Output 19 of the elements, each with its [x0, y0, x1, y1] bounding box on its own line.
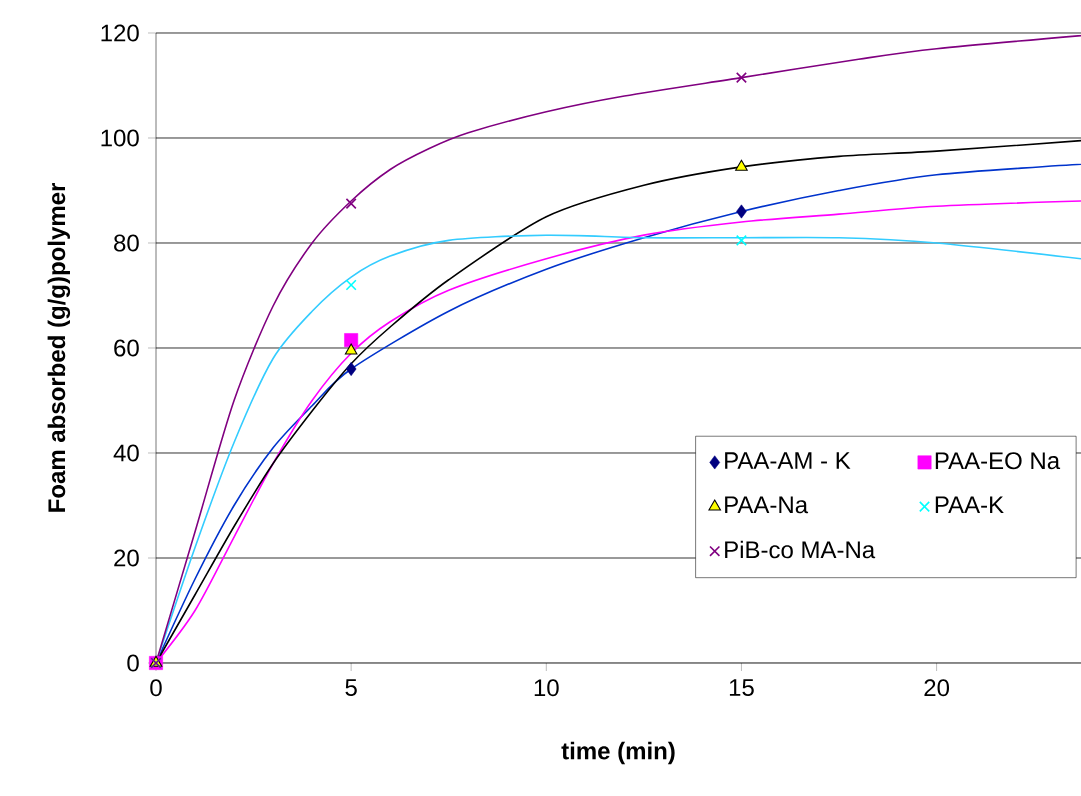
legend-label: PAA-EO Na	[935, 452, 1061, 470]
x-tick-label: 20	[924, 679, 950, 697]
x-tick-label: 0	[150, 679, 162, 697]
x-tick-label: 5	[345, 679, 357, 697]
legend-label: PAA-K	[935, 496, 1004, 514]
legend-label: PAA-AM - K	[725, 452, 851, 469]
x-axis-title: time (min)	[561, 741, 675, 765]
x-tick-label: 15	[729, 679, 754, 697]
y-axis-title: Foam absorbed (g/g)polymer	[47, 183, 71, 512]
y-tick-label: 40	[113, 444, 139, 462]
x-tick-label: 10	[534, 679, 559, 697]
y-tick-label: 80	[114, 234, 139, 252]
y-tick-label: 0	[127, 654, 139, 672]
y-tick-label: 120	[101, 24, 139, 42]
legend-label: PAA-Na	[725, 496, 809, 514]
y-tick-label: 20	[114, 549, 139, 567]
y-tick-label: 100	[101, 129, 139, 147]
legend-label: PiB-co MA-Na	[725, 540, 876, 559]
y-tick-label: 60	[114, 339, 139, 357]
